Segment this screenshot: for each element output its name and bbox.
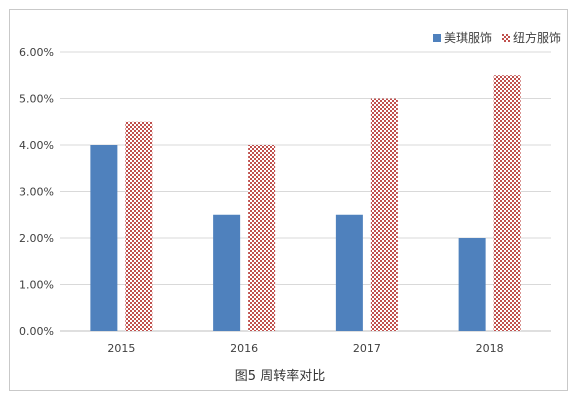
legend-label: 美琪服饰: [444, 31, 492, 45]
chart-frame: 0.00% 1.00% 2.00% 3.00% 4.00% 5.00% 6.00% 2015…: [9, 9, 568, 391]
x-tick-label: 2016: [230, 342, 258, 355]
legend-label: 纽方服饰: [513, 30, 561, 45]
y-tick-label: 4.00%: [19, 139, 54, 152]
y-tick-label: 0.00%: [19, 325, 54, 338]
legend-swatch: [433, 34, 441, 42]
bar-niufang-2018: [493, 75, 521, 331]
x-tick-label: 2015: [107, 342, 135, 355]
bar-chart: 0.00% 1.00% 2.00% 3.00% 4.00% 5.00% 6.00% 2015…: [19, 30, 561, 384]
y-tick-label: 3.00%: [19, 186, 54, 199]
y-axis-tick-labels: 0.00% 1.00% 2.00% 3.00% 4.00% 5.00% 6.00%: [19, 46, 54, 338]
bar-meiqi-2017: [335, 214, 363, 331]
y-tick-label: 2.00%: [19, 232, 54, 245]
bar-meiqi-2015: [90, 145, 118, 331]
figure-caption: 图5 周转率对比: [235, 368, 325, 384]
legend: 美琪服饰 纽方服饰: [433, 30, 561, 45]
x-axis-tick-labels: 2015 2016 2017 2018: [107, 342, 503, 355]
y-tick-label: 1.00%: [19, 279, 54, 292]
bar-meiqi-2018: [458, 238, 486, 331]
x-tick-label: 2018: [476, 342, 504, 355]
legend-swatch: [502, 34, 510, 42]
bar-niufang-2016: [248, 145, 276, 331]
x-tick-label: 2017: [353, 342, 381, 355]
bars: [90, 75, 521, 331]
bar-niufang-2017: [370, 98, 398, 331]
bar-meiqi-2016: [213, 214, 241, 331]
bar-niufang-2015: [125, 121, 153, 331]
y-tick-label: 5.00%: [19, 93, 54, 106]
y-tick-label: 6.00%: [19, 46, 54, 59]
